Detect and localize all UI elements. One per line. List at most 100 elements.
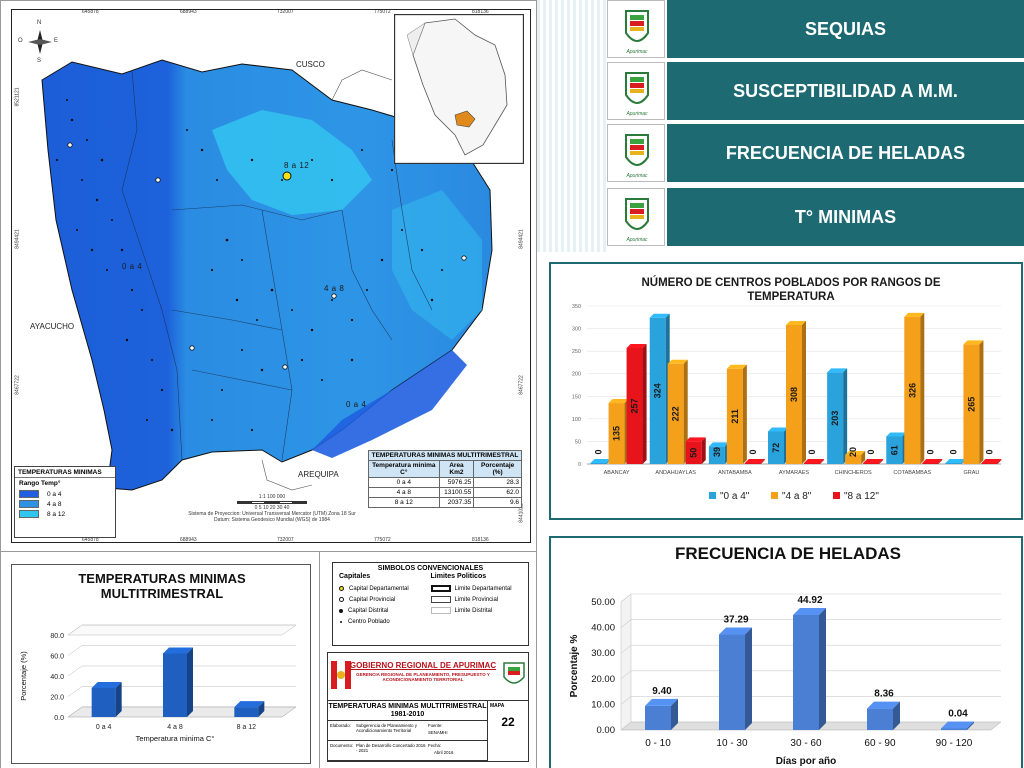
x-tick-label: 30 - 60	[790, 738, 822, 749]
centros-poblados-bar-chart: 0501001502002503003500135257ABANCAY32422…	[572, 304, 1002, 502]
map-panel: N S E O 645878 688943 732007 775072 8181…	[0, 0, 537, 552]
svg-text:Apurimac: Apurimac	[625, 173, 648, 179]
y-tick-label: 300	[572, 327, 581, 333]
capital-marker	[67, 142, 73, 148]
svg-text:Apurimac: Apurimac	[625, 111, 648, 117]
area-table-title: TEMPERATURAS MINIMAS MULTITRIMESTRAL	[368, 450, 522, 461]
institution-name: GOBIERNO REGIONAL DE APURIMAC	[349, 661, 497, 670]
bar	[981, 459, 1002, 464]
bar	[904, 312, 925, 464]
symbols-title: SIMBOLOS CONVENCIONALES	[377, 565, 484, 572]
data-label: 0	[807, 449, 817, 454]
institution-map-title: TEMPERATURAS MINIMAS MULTITRIMESTRAL 198…	[328, 701, 488, 721]
table-row: 0 a 4 5976.25 28.3	[368, 477, 522, 488]
legend-item: "4 a 8"	[771, 491, 812, 502]
small-chart-title: TEMPERATURAS MINIMAS MULTITRIMESTRAL	[12, 571, 312, 601]
data-label: 135	[612, 426, 622, 441]
map-title-line: TEMPERATURAS MINIMAS MULTITRIMESTRAL	[328, 703, 487, 710]
datum-text: Datum: Sistema Geodesico Mundial (WGS) d…	[214, 517, 330, 523]
scale-bar	[182, 501, 362, 504]
legend-label: "0 a 4"	[720, 491, 750, 502]
regional-emblem-icon: Apurimac	[625, 134, 649, 179]
legend-item: "8 a 12"	[833, 491, 879, 502]
regional-emblem-icon: Apurimac	[625, 10, 649, 55]
small-chart-panel: TEMPERATURAS MINIMAS MULTITRIMESTRAL 0.0…	[0, 552, 320, 768]
data-label: 308	[789, 387, 799, 402]
regional-shield-icon	[503, 662, 525, 684]
bottom-tick: 775072	[374, 537, 391, 543]
area-table: TEMPERATURAS MINIMAS MULTITRIMESTRAL Tem…	[368, 450, 522, 508]
region-label-cusco: CUSCO	[296, 60, 325, 69]
data-label: 72	[771, 443, 781, 453]
limit-row: Limite Departamental	[430, 583, 523, 594]
x-tick-label: 0 - 10	[645, 738, 671, 749]
menu-item-t-minimas[interactable]: T° MINIMAS	[667, 188, 1024, 246]
top-tick: 732007	[277, 9, 294, 15]
limit-dist-icon	[430, 607, 451, 614]
data-label: 0.04	[948, 709, 968, 720]
bar	[719, 627, 752, 730]
menu-item-susceptibilidad[interactable]: SUSCEPTIBILIDAD A M.M.	[667, 62, 1024, 120]
bar	[804, 459, 824, 464]
limit-label: Limite Provincial	[454, 596, 499, 603]
bar	[845, 450, 866, 464]
x-tick-label: 10 - 30	[716, 738, 748, 749]
data-label: 44.92	[797, 595, 822, 606]
bar	[667, 359, 688, 464]
table-cell: 13100.55	[438, 487, 475, 498]
bar	[827, 368, 848, 464]
bar	[793, 608, 826, 730]
elaborado-row: Elaborado: Subgerencia de Planeamiento y…	[328, 721, 488, 741]
centro-poblado-icon	[340, 620, 342, 623]
capital-row: Capital Distrital	[339, 605, 431, 616]
legend-subtitle: Rango Temp°	[19, 480, 61, 487]
menu-logo-icon: Apurimac	[607, 188, 665, 246]
symbols-panel: SIMBOLOS CONVENCIONALES Capitales Capita…	[320, 552, 537, 768]
capital-dept-icon	[339, 586, 344, 591]
documento-row: Documento: Plan de Desarrollo Concertado…	[328, 741, 488, 761]
projection-text: Sistema de Proyeccion: Universal Transve…	[188, 511, 356, 517]
bar	[590, 459, 611, 464]
data-label: 0	[984, 449, 994, 454]
x-tick-label: ANDAHUAYLAS	[655, 470, 696, 476]
y-tick-label: 40.00	[591, 623, 615, 634]
area-table-header: Temperatura minima C°	[368, 460, 440, 478]
compass-o: O	[18, 38, 23, 44]
y-tick-label: 0.0	[54, 715, 64, 722]
y-tick-label: 50	[575, 439, 581, 445]
menu-item-sequias[interactable]: SEQUIAS	[667, 0, 1024, 58]
left-tick: 8521121	[14, 87, 21, 107]
right-tick: 8494421	[518, 229, 525, 249]
regional-emblem-icon: Apurimac	[625, 198, 649, 243]
menu-item-frecuencia-heladas[interactable]: FRECUENCIA DE HELADAS	[667, 124, 1024, 182]
inset-map	[394, 14, 524, 164]
capital-label: Capital Departamental	[349, 585, 409, 592]
gridline	[620, 670, 632, 680]
map-number: 22	[501, 715, 515, 729]
decorative-stripe	[537, 0, 607, 252]
regional-emblem-icon: Apurimac	[625, 72, 649, 117]
zone-label: 4 a 8	[324, 284, 345, 293]
peru-flag-icon	[331, 661, 351, 689]
table-cell: 62.0	[473, 487, 522, 498]
bar	[863, 459, 884, 464]
svg-text:Apurimac: Apurimac	[625, 237, 648, 243]
small-bar-chart: 0.0 20.0 40.0 60.0 80.0 0 a 4 4 a 8 8 a 12 Tempe…	[19, 624, 297, 743]
capital-label: Capital Distrital	[348, 607, 389, 614]
symbols-box: SIMBOLOS CONVENCIONALES Capitales Capita…	[332, 562, 529, 646]
documento-label: Documento:	[330, 743, 354, 748]
bar	[726, 364, 747, 464]
bar	[645, 698, 678, 730]
data-label: 211	[730, 409, 740, 424]
table-cell: 5976.25	[438, 477, 475, 488]
gridline	[620, 721, 632, 731]
gridline	[620, 593, 632, 603]
table-cell: 0 a 4	[368, 477, 440, 488]
legend-label: "8 a 12"	[844, 491, 879, 502]
fuente-label: Fuente:	[428, 723, 443, 728]
x-tick-label: COTABAMBAS	[893, 470, 931, 476]
data-label: 0	[866, 449, 876, 454]
y-tick-label: 20.0	[50, 695, 64, 702]
centros-poblados-chart-panel: NÚMERO DE CENTROS POBLADOS POR RANGOS DE…	[549, 262, 1023, 520]
capital-row: Centro Poblado	[339, 616, 431, 627]
